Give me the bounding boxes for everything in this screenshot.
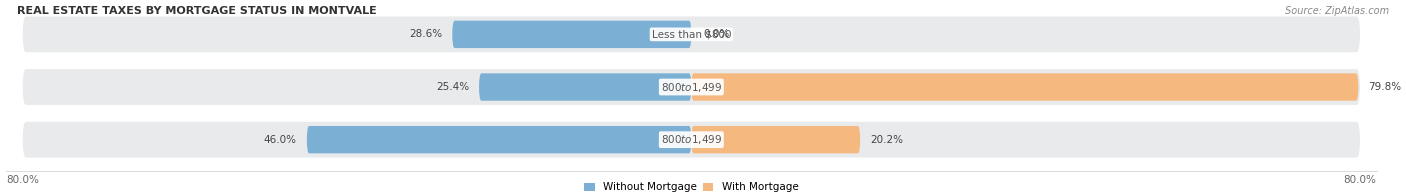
Legend: Without Mortgage, With Mortgage: Without Mortgage, With Mortgage (581, 178, 803, 196)
Text: 46.0%: 46.0% (264, 135, 297, 145)
FancyBboxPatch shape (22, 16, 1360, 52)
Text: REAL ESTATE TAXES BY MORTGAGE STATUS IN MONTVALE: REAL ESTATE TAXES BY MORTGAGE STATUS IN … (17, 6, 377, 16)
Text: $800 to $1,499: $800 to $1,499 (661, 81, 721, 93)
Text: 25.4%: 25.4% (436, 82, 470, 92)
FancyBboxPatch shape (692, 73, 1358, 101)
Text: Less than $800: Less than $800 (651, 29, 731, 39)
FancyBboxPatch shape (692, 126, 860, 153)
Text: 28.6%: 28.6% (409, 29, 443, 39)
FancyBboxPatch shape (307, 126, 692, 153)
Text: 20.2%: 20.2% (870, 135, 903, 145)
Text: $800 to $1,499: $800 to $1,499 (661, 133, 721, 146)
Text: 79.8%: 79.8% (1368, 82, 1402, 92)
FancyBboxPatch shape (479, 73, 692, 101)
FancyBboxPatch shape (453, 21, 692, 48)
Text: 0.0%: 0.0% (704, 29, 730, 39)
FancyBboxPatch shape (22, 122, 1360, 158)
FancyBboxPatch shape (22, 69, 1360, 105)
Text: Source: ZipAtlas.com: Source: ZipAtlas.com (1285, 6, 1389, 16)
